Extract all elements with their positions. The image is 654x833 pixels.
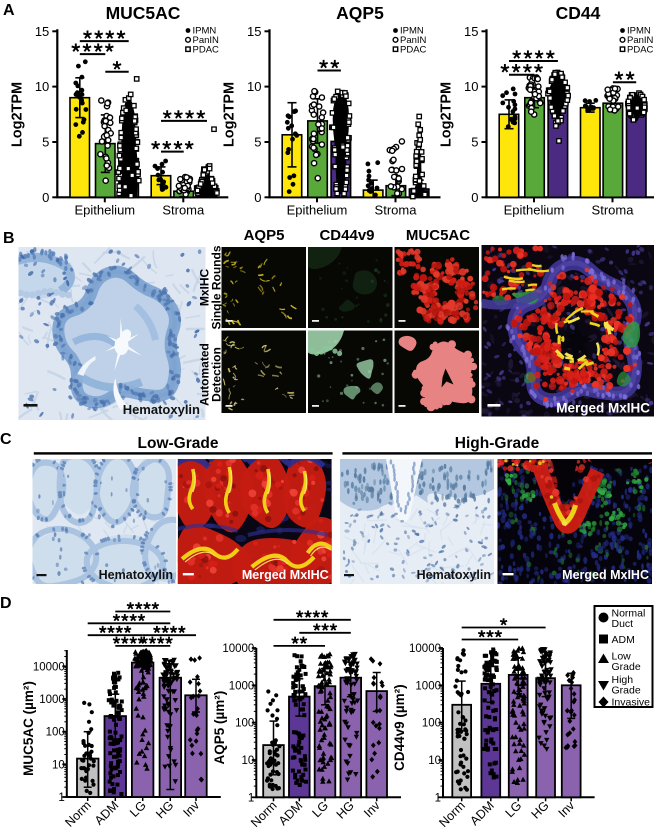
svg-text:15: 15 bbox=[464, 24, 478, 39]
svg-text:D: D bbox=[0, 595, 12, 612]
svg-text:ADM: ADM bbox=[276, 799, 306, 829]
svg-text:15: 15 bbox=[35, 24, 49, 39]
svg-text:Norm: Norm bbox=[436, 799, 468, 831]
svg-text:5: 5 bbox=[42, 135, 49, 150]
svg-text:Duct: Duct bbox=[612, 618, 634, 630]
svg-text:Invasive: Invasive bbox=[612, 697, 651, 709]
svg-text:LG: LG bbox=[503, 799, 525, 821]
svg-text:Grade: Grade bbox=[612, 685, 641, 697]
svg-text:MxIHCSingle Rounds: MxIHCSingle Rounds bbox=[198, 245, 224, 329]
svg-text:Epithelium: Epithelium bbox=[287, 202, 348, 217]
svg-text:100: 100 bbox=[422, 718, 441, 730]
svg-text:0: 0 bbox=[254, 190, 261, 205]
svg-text:IPMN: IPMN bbox=[400, 26, 424, 37]
svg-text:PanIN: PanIN bbox=[193, 35, 220, 46]
svg-text:Low: Low bbox=[612, 651, 632, 663]
svg-text:HG: HG bbox=[334, 799, 357, 822]
svg-text:CD44: CD44 bbox=[556, 3, 601, 23]
svg-text:AutomatedDetection: AutomatedDetection bbox=[198, 343, 224, 406]
svg-text:0: 0 bbox=[471, 190, 478, 205]
svg-text:HG: HG bbox=[153, 798, 176, 821]
svg-text:10: 10 bbox=[428, 755, 441, 767]
svg-text:Epithelium: Epithelium bbox=[504, 202, 565, 217]
svg-text:Inv: Inv bbox=[361, 798, 383, 820]
svg-text:AQP5: AQP5 bbox=[336, 3, 384, 23]
svg-text:Merged MxIHC: Merged MxIHC bbox=[556, 401, 650, 416]
svg-text:10: 10 bbox=[464, 79, 478, 94]
svg-text:1000: 1000 bbox=[39, 694, 65, 706]
svg-text:1000: 1000 bbox=[229, 680, 255, 692]
svg-text:PDAC: PDAC bbox=[400, 45, 427, 56]
svg-text:Normal: Normal bbox=[612, 608, 646, 620]
svg-text:PanIN: PanIN bbox=[400, 35, 427, 46]
svg-text:Log2TPM: Log2TPM bbox=[9, 82, 25, 147]
svg-text:10: 10 bbox=[52, 759, 65, 771]
svg-text:MUC5AC: MUC5AC bbox=[106, 3, 181, 23]
svg-text:100: 100 bbox=[46, 727, 65, 739]
svg-text:CD44v9 (µm²): CD44v9 (µm²) bbox=[392, 684, 407, 771]
svg-text:ADM: ADM bbox=[612, 634, 635, 646]
svg-text:ADM: ADM bbox=[467, 799, 497, 829]
svg-text:Stroma: Stroma bbox=[375, 202, 418, 217]
svg-text:C: C bbox=[0, 431, 12, 448]
svg-text:0: 0 bbox=[42, 190, 49, 205]
svg-text:Inv: Inv bbox=[180, 798, 202, 820]
svg-text:1: 1 bbox=[248, 792, 254, 804]
svg-text:AQP5 (µm²): AQP5 (µm²) bbox=[212, 691, 227, 765]
svg-text:Hematoxylin: Hematoxylin bbox=[417, 568, 491, 582]
svg-text:MUC5AC (µm²): MUC5AC (µm²) bbox=[21, 681, 36, 776]
svg-text:High-Grade: High-Grade bbox=[455, 435, 540, 452]
svg-text:Inv: Inv bbox=[556, 798, 578, 820]
svg-text:10000: 10000 bbox=[409, 643, 441, 655]
svg-text:IPMN: IPMN bbox=[627, 26, 651, 37]
svg-text:100: 100 bbox=[235, 718, 254, 730]
svg-text:Hematoxylin: Hematoxylin bbox=[123, 402, 200, 417]
svg-text:5: 5 bbox=[471, 135, 478, 150]
svg-text:10: 10 bbox=[35, 79, 49, 94]
svg-text:MUC5AC: MUC5AC bbox=[406, 227, 470, 244]
svg-text:LG: LG bbox=[309, 799, 331, 821]
svg-text:PDAC: PDAC bbox=[627, 45, 654, 56]
svg-text:IPMN: IPMN bbox=[193, 26, 217, 37]
svg-text:A: A bbox=[3, 2, 15, 19]
svg-text:Log2TPM: Log2TPM bbox=[222, 82, 238, 147]
svg-text:AQP5: AQP5 bbox=[244, 227, 285, 244]
svg-text:ADM: ADM bbox=[92, 798, 122, 828]
svg-text:5: 5 bbox=[254, 135, 261, 150]
svg-text:Merged MxIHC: Merged MxIHC bbox=[242, 568, 329, 582]
svg-text:1: 1 bbox=[435, 792, 441, 804]
svg-text:10000: 10000 bbox=[222, 643, 254, 655]
svg-text:Epithelium: Epithelium bbox=[74, 202, 135, 217]
svg-text:CD44v9: CD44v9 bbox=[319, 227, 374, 244]
svg-text:15: 15 bbox=[247, 24, 261, 39]
svg-text:LG: LG bbox=[127, 798, 149, 820]
svg-text:Norm: Norm bbox=[62, 798, 94, 830]
svg-text:Hematoxylin: Hematoxylin bbox=[99, 568, 173, 582]
svg-text:Stroma: Stroma bbox=[162, 202, 205, 217]
svg-text:Low-Grade: Low-Grade bbox=[138, 435, 219, 452]
svg-text:10: 10 bbox=[247, 79, 261, 94]
svg-text:1000: 1000 bbox=[415, 680, 441, 692]
svg-text:Log2TPM: Log2TPM bbox=[439, 82, 455, 147]
svg-text:Stroma: Stroma bbox=[592, 202, 635, 217]
svg-text:1: 1 bbox=[58, 792, 64, 804]
svg-text:HG: HG bbox=[529, 799, 552, 822]
svg-text:10: 10 bbox=[242, 755, 255, 767]
svg-text:High: High bbox=[612, 674, 634, 686]
svg-text:Merged MxIHC: Merged MxIHC bbox=[562, 568, 649, 582]
svg-text:10000: 10000 bbox=[33, 661, 65, 673]
svg-text:B: B bbox=[3, 230, 15, 247]
svg-text:PDAC: PDAC bbox=[193, 45, 220, 56]
svg-text:Grade: Grade bbox=[612, 661, 641, 673]
svg-text:PanIN: PanIN bbox=[627, 35, 654, 46]
